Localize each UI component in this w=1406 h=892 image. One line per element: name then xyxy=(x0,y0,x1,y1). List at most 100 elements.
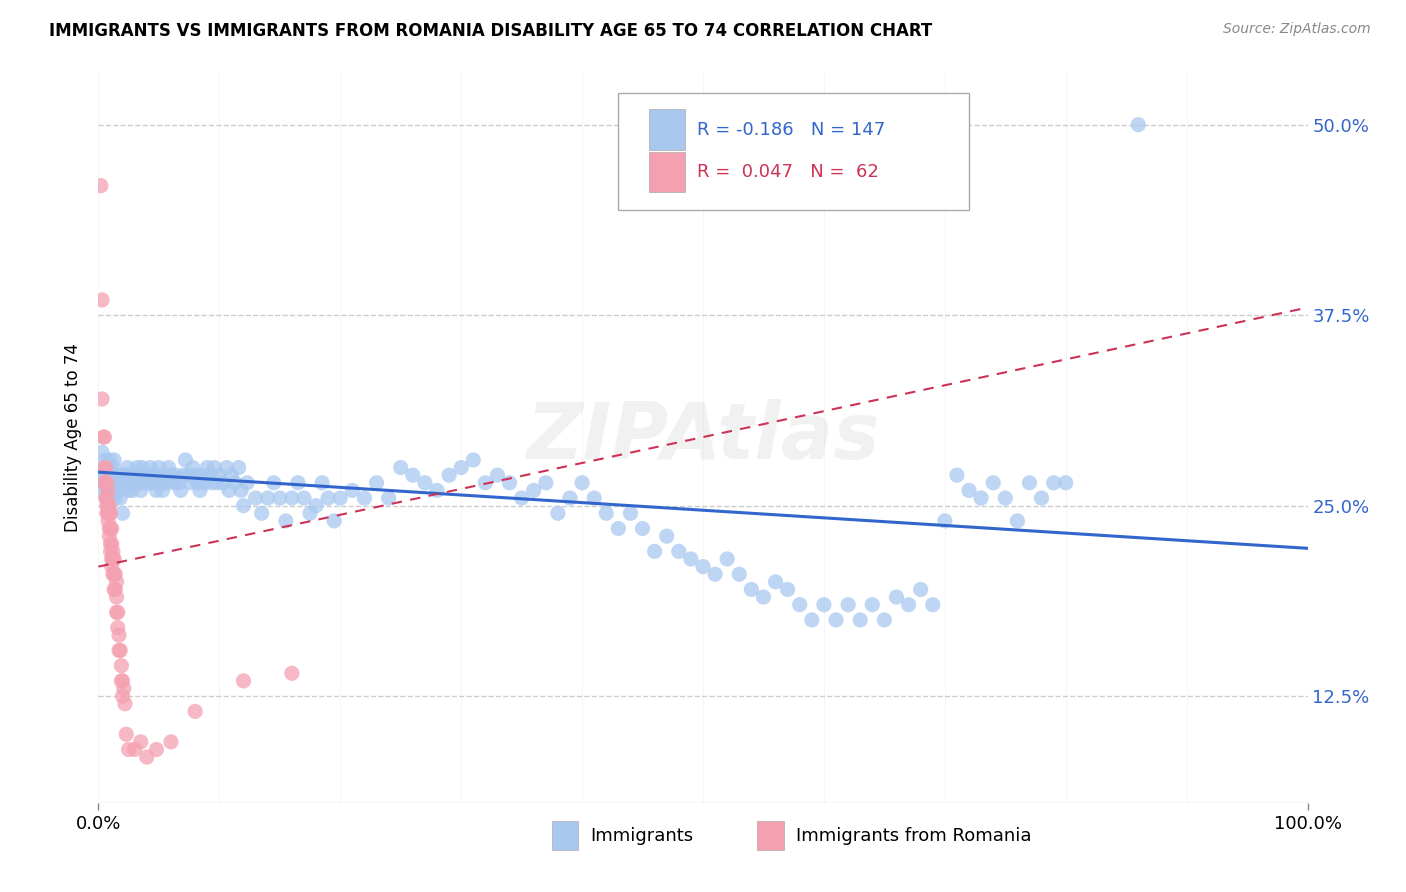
Point xyxy=(152,483,174,498)
Point xyxy=(229,483,252,498)
Point xyxy=(100,559,122,574)
Point xyxy=(274,514,297,528)
Point xyxy=(96,506,118,520)
Point xyxy=(98,499,121,513)
Point xyxy=(1031,491,1053,505)
Point xyxy=(117,460,139,475)
Point xyxy=(194,475,217,490)
Point xyxy=(98,453,121,467)
Point xyxy=(366,475,388,490)
Point xyxy=(413,475,436,490)
Point xyxy=(96,491,118,505)
Point xyxy=(232,499,254,513)
Point xyxy=(212,475,235,490)
Point xyxy=(111,673,134,688)
Point xyxy=(100,537,122,551)
Text: Source: ZipAtlas.com: Source: ZipAtlas.com xyxy=(1223,22,1371,37)
Point xyxy=(103,453,125,467)
Point xyxy=(463,453,485,467)
Point xyxy=(474,475,496,490)
Point xyxy=(100,521,122,535)
Point xyxy=(110,658,132,673)
Point xyxy=(118,742,141,756)
Point xyxy=(187,475,209,490)
Point xyxy=(437,468,460,483)
Point xyxy=(184,468,207,483)
FancyBboxPatch shape xyxy=(551,821,578,850)
Point xyxy=(263,475,285,490)
Point xyxy=(91,468,114,483)
Point xyxy=(103,582,125,597)
Point xyxy=(139,460,162,475)
Point xyxy=(97,483,120,498)
Text: IMMIGRANTS VS IMMIGRANTS FROM ROMANIA DISABILITY AGE 65 TO 74 CORRELATION CHART: IMMIGRANTS VS IMMIGRANTS FROM ROMANIA DI… xyxy=(49,22,932,40)
Point xyxy=(571,475,593,490)
Point xyxy=(800,613,823,627)
FancyBboxPatch shape xyxy=(648,152,685,192)
Point xyxy=(1054,475,1077,490)
Point xyxy=(547,506,569,520)
Point xyxy=(311,475,333,490)
Point xyxy=(167,475,190,490)
Point xyxy=(155,475,177,490)
Point xyxy=(110,673,132,688)
Point xyxy=(96,499,118,513)
Point xyxy=(981,475,1004,490)
Point xyxy=(886,590,908,604)
Point xyxy=(129,735,152,749)
Point xyxy=(789,598,811,612)
Text: Immigrants from Romania: Immigrants from Romania xyxy=(796,827,1032,845)
Point xyxy=(389,460,412,475)
Point xyxy=(752,590,775,604)
Point xyxy=(105,605,128,619)
Point xyxy=(897,598,920,612)
Point xyxy=(245,491,267,505)
Point xyxy=(208,468,231,483)
Point xyxy=(127,468,149,483)
Point xyxy=(287,475,309,490)
Point xyxy=(994,491,1017,505)
Point xyxy=(104,582,127,597)
Point xyxy=(121,483,143,498)
Point xyxy=(100,483,122,498)
Point xyxy=(269,491,291,505)
Point xyxy=(135,750,157,764)
Point xyxy=(100,521,122,535)
Point xyxy=(849,613,872,627)
Point xyxy=(91,293,114,307)
Point xyxy=(111,506,134,520)
FancyBboxPatch shape xyxy=(619,94,969,211)
Point xyxy=(97,506,120,520)
Point xyxy=(100,537,122,551)
Point xyxy=(644,544,666,558)
Point xyxy=(149,475,172,490)
Point xyxy=(98,460,121,475)
Point xyxy=(114,475,136,490)
Point xyxy=(181,460,204,475)
Point xyxy=(157,460,180,475)
Point xyxy=(104,491,127,505)
Point xyxy=(837,598,859,612)
Point xyxy=(101,460,124,475)
Point xyxy=(100,475,122,490)
Point xyxy=(104,483,127,498)
Point xyxy=(115,468,138,483)
Point xyxy=(179,475,201,490)
Point xyxy=(329,491,352,505)
Point xyxy=(305,499,328,513)
Point xyxy=(100,544,122,558)
Point xyxy=(101,567,124,582)
Point xyxy=(204,460,226,475)
Point xyxy=(96,483,118,498)
Point xyxy=(111,689,134,703)
Point xyxy=(198,468,221,483)
Point xyxy=(100,552,122,566)
Point xyxy=(377,491,399,505)
Point xyxy=(136,468,159,483)
Point xyxy=(1042,475,1064,490)
Point xyxy=(104,567,127,582)
Point xyxy=(740,582,762,597)
Point xyxy=(218,483,240,498)
Point xyxy=(107,605,129,619)
Point xyxy=(486,468,509,483)
